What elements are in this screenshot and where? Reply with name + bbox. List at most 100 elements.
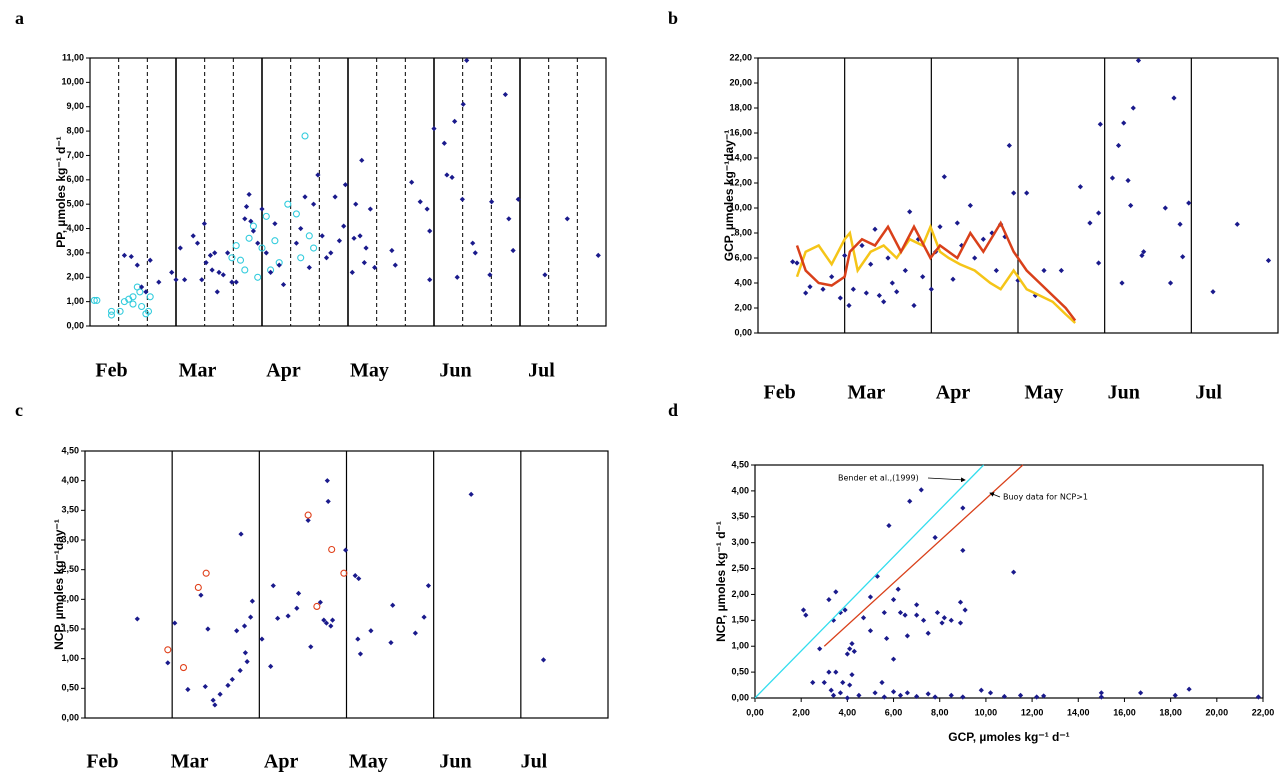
y-tick-label: 16,00 xyxy=(729,127,752,137)
x-tick-label: Jul xyxy=(521,751,548,773)
point xyxy=(147,257,153,263)
point xyxy=(904,690,910,696)
point xyxy=(336,238,342,244)
point xyxy=(242,650,248,656)
point xyxy=(810,679,816,686)
point xyxy=(803,612,809,618)
y-tick-label: 10,00 xyxy=(729,202,752,212)
plot-frame xyxy=(754,464,1264,699)
point xyxy=(202,569,210,577)
point xyxy=(90,296,98,304)
point xyxy=(203,260,209,266)
point xyxy=(293,240,299,246)
y-tick-label: 6,00 xyxy=(66,174,84,184)
point xyxy=(165,660,171,666)
point xyxy=(210,697,216,703)
point xyxy=(452,118,458,124)
point xyxy=(328,250,334,256)
point xyxy=(460,101,466,107)
point xyxy=(1128,202,1134,209)
y-tick-label: 1,00 xyxy=(731,641,749,651)
point xyxy=(179,664,188,672)
point xyxy=(343,547,349,553)
y-tick-label: 11,00 xyxy=(62,52,84,62)
point xyxy=(820,286,826,292)
point xyxy=(311,201,317,207)
point xyxy=(886,522,892,529)
x-tick-label: 4,00 xyxy=(839,707,857,717)
point xyxy=(472,250,478,256)
point xyxy=(1162,205,1168,211)
y-tick-label: 2,00 xyxy=(734,302,752,312)
point xyxy=(205,626,211,632)
point xyxy=(807,284,813,290)
point xyxy=(270,583,276,589)
point xyxy=(412,630,418,636)
point xyxy=(216,269,222,275)
point xyxy=(172,620,178,626)
point xyxy=(202,683,208,690)
point xyxy=(1098,694,1104,700)
point xyxy=(902,267,908,274)
point xyxy=(237,667,243,674)
x-tick-label: Feb xyxy=(95,360,127,382)
point xyxy=(421,614,427,620)
panel-label: c xyxy=(15,400,23,420)
y-tick-label: 2,50 xyxy=(731,563,749,573)
point xyxy=(242,216,248,222)
point xyxy=(844,651,850,657)
point xyxy=(228,254,236,262)
y-tick-label: 5,00 xyxy=(66,199,84,209)
point xyxy=(939,620,945,626)
point xyxy=(540,657,547,663)
point xyxy=(987,690,994,696)
point xyxy=(840,679,846,686)
y-tick-label: 12,00 xyxy=(729,177,752,187)
point xyxy=(803,290,809,296)
point xyxy=(1109,175,1116,181)
point xyxy=(258,244,266,252)
point xyxy=(353,201,359,207)
point xyxy=(1141,249,1147,255)
point xyxy=(268,269,274,275)
point xyxy=(1171,95,1177,101)
point xyxy=(306,264,312,271)
point xyxy=(1058,267,1064,274)
point xyxy=(868,261,874,267)
x-tick-label: Apr xyxy=(264,751,299,773)
x-tick-label: Mar xyxy=(179,360,217,382)
point xyxy=(1210,289,1216,295)
x-tick-label: May xyxy=(350,360,389,382)
point xyxy=(173,277,179,283)
point xyxy=(487,272,493,278)
point xyxy=(948,692,954,699)
point xyxy=(321,617,327,623)
point xyxy=(502,91,508,98)
point xyxy=(884,635,890,642)
point xyxy=(368,628,374,634)
point xyxy=(1135,57,1142,64)
point xyxy=(342,182,349,188)
point xyxy=(904,633,910,639)
point xyxy=(1265,257,1272,264)
point xyxy=(248,218,254,224)
point xyxy=(595,252,601,258)
point xyxy=(1024,190,1030,196)
point xyxy=(1041,693,1047,699)
point xyxy=(243,204,250,210)
point xyxy=(849,672,855,678)
point xyxy=(948,617,954,623)
point xyxy=(201,221,207,227)
point xyxy=(389,247,395,254)
y-tick-label: 0,00 xyxy=(731,692,749,702)
point xyxy=(246,191,252,198)
point xyxy=(328,623,334,629)
point xyxy=(950,276,956,282)
x-tick-label: Apr xyxy=(266,360,301,382)
point xyxy=(1234,221,1240,227)
y-axis-title: GCP, µmoles kg⁻¹day⁻¹ xyxy=(722,130,736,261)
point xyxy=(363,245,369,251)
x-tick-label: 0,00 xyxy=(746,707,764,717)
point xyxy=(907,498,913,504)
y-axis-title: NCP, µmoles kg⁻¹ d⁻¹ xyxy=(714,521,728,642)
